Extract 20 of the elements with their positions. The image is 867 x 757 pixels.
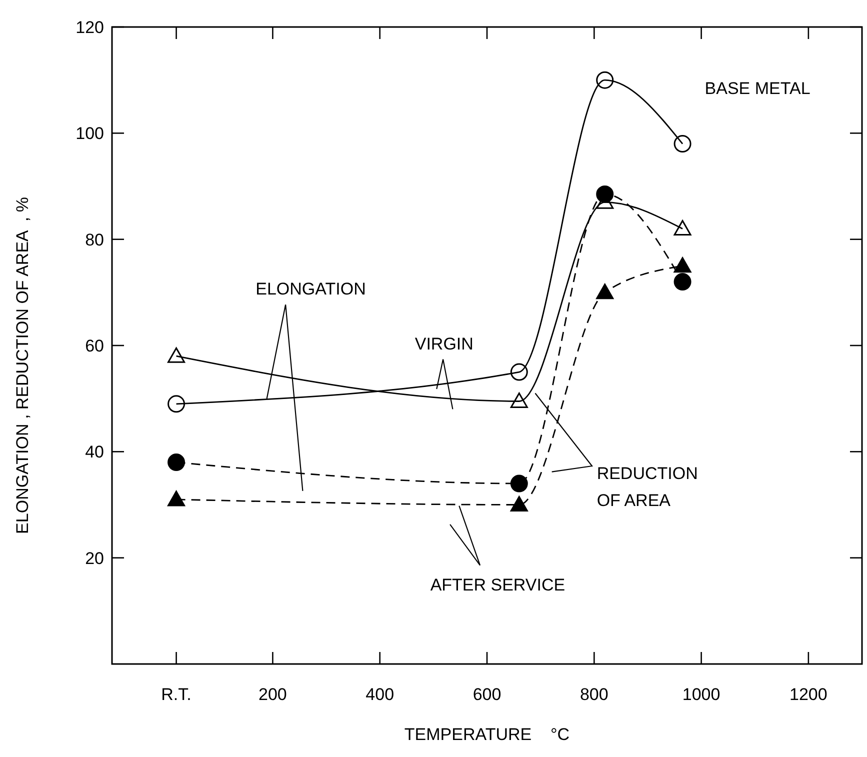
x-tick-label: 1200 — [790, 685, 828, 704]
x-tick-label: 600 — [472, 685, 502, 704]
y-tick-label: 20 — [85, 548, 104, 568]
y-tick-label: 40 — [85, 442, 104, 462]
annotation: REDUCTION OF AREA — [596, 464, 698, 510]
annotation: VIRGIN — [414, 334, 474, 354]
y-axis-title: ELONGATION , REDUCTION OF AREA , % — [13, 197, 32, 534]
annotation: AFTER SERVICE — [430, 575, 566, 594]
x-tick-label: 1000 — [682, 685, 720, 704]
x-tick-label: 400 — [366, 685, 394, 704]
annotation: ELONGATION — [256, 280, 366, 299]
x-tick-label: 200 — [258, 685, 287, 704]
x-axis-title: TEMPERATURE °C — [404, 725, 570, 744]
x-tick-label: R.T. — [161, 685, 192, 704]
y-tick-label: 100 — [76, 124, 104, 144]
y-tick-label: 60 — [85, 336, 104, 356]
annotation: BASE METAL — [704, 78, 810, 98]
y-tick-label: 120 — [76, 18, 104, 37]
y-tick-label: 80 — [85, 230, 104, 250]
x-tick-label: 800 — [580, 685, 608, 704]
